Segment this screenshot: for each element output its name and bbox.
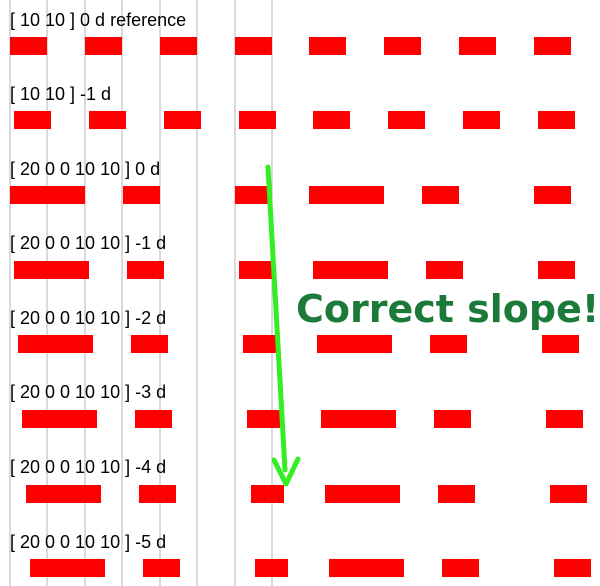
row-label: [ 20 0 0 10 10 ] -3 d: [10, 382, 166, 402]
slope-arrow: [265, 164, 301, 487]
arrow-down-icon: [271, 456, 301, 487]
dash-segment: [538, 111, 575, 129]
dash-segment: [542, 335, 579, 353]
dash-segment: [26, 485, 101, 503]
dash-segment: [321, 410, 396, 428]
dash-segment: [160, 37, 197, 55]
dash-segment: [85, 37, 122, 55]
dash-row: [ 20 0 0 10 10 ] 0 d: [10, 159, 571, 204]
dash-segment: [313, 261, 388, 279]
dash-row: [ 20 0 0 10 10 ] -4 d: [10, 457, 587, 503]
dash-segment: [430, 335, 467, 353]
dash-row: [ 10 10 ] -1 d: [10, 84, 575, 129]
dash-segment: [164, 111, 201, 129]
dash-segment: [235, 186, 268, 204]
dash-segment: [14, 111, 51, 129]
dash-segment: [554, 559, 591, 577]
dash-segment: [538, 261, 575, 279]
guide-lines: [9, 0, 273, 586]
row-label: [ 20 0 0 10 10 ] -4 d: [10, 457, 166, 477]
arrow-shaft: [265, 164, 288, 473]
dash-segment: [131, 335, 168, 353]
dash-segment: [247, 410, 280, 428]
dash-segment: [30, 559, 105, 577]
dash-row: [ 20 0 0 10 10 ] -1 d: [10, 233, 575, 279]
dash-segment: [309, 186, 384, 204]
dash-segment: [22, 410, 97, 428]
dash-segment: [239, 111, 276, 129]
dash-row: [ 20 0 0 10 10 ] -3 d: [10, 382, 583, 428]
dash-segment: [139, 485, 176, 503]
dash-segment: [143, 559, 180, 577]
dash-segment: [123, 186, 160, 204]
dash-segment: [239, 261, 272, 279]
callout-text: Correct slope!: [296, 287, 599, 331]
dash-segment: [255, 559, 288, 577]
dash-segment: [325, 485, 400, 503]
dash-segment: [434, 410, 471, 428]
dash-segment: [309, 37, 346, 55]
dash-segment: [459, 37, 496, 55]
dash-segment: [89, 111, 126, 129]
row-label: [ 10 10 ] 0 d reference: [10, 10, 186, 30]
dash-segment: [14, 261, 89, 279]
dash-segment: [235, 37, 272, 55]
dash-segment: [10, 37, 47, 55]
dash-segment: [18, 335, 93, 353]
row-label: [ 20 0 0 10 10 ] -2 d: [10, 308, 166, 328]
dash-row: [ 10 10 ] 0 d reference: [10, 10, 571, 55]
dash-segment: [546, 410, 583, 428]
dash-segment: [422, 186, 459, 204]
dash-segment: [426, 261, 463, 279]
row-label: [ 20 0 0 10 10 ] -5 d: [10, 532, 166, 552]
dash-segment: [243, 335, 276, 353]
dash-segment: [463, 111, 500, 129]
dash-segment: [442, 559, 479, 577]
row-label: [ 10 10 ] -1 d: [10, 84, 111, 104]
dash-segment: [388, 111, 425, 129]
dash-segment: [313, 111, 350, 129]
row-label: [ 20 0 0 10 10 ] -1 d: [10, 233, 166, 253]
dash-segment: [251, 485, 284, 503]
dash-segment: [10, 186, 85, 204]
dash-segment: [534, 186, 571, 204]
dash-row: [ 20 0 0 10 10 ] -5 d: [10, 532, 591, 577]
dash-row: [ 20 0 0 10 10 ] -2 d: [10, 308, 579, 353]
dash-segment: [384, 37, 421, 55]
dash-segment: [534, 37, 571, 55]
dash-segment: [317, 335, 392, 353]
dash-segment: [329, 559, 404, 577]
dash-segment: [127, 261, 164, 279]
dash-rows: [ 10 10 ] 0 d reference [ 10 10 ] -1 d [ 2…: [10, 10, 591, 577]
row-label: [ 20 0 0 10 10 ] 0 d: [10, 159, 160, 179]
dash-segment: [135, 410, 172, 428]
dash-segment: [550, 485, 587, 503]
dash-segment: [438, 485, 475, 503]
